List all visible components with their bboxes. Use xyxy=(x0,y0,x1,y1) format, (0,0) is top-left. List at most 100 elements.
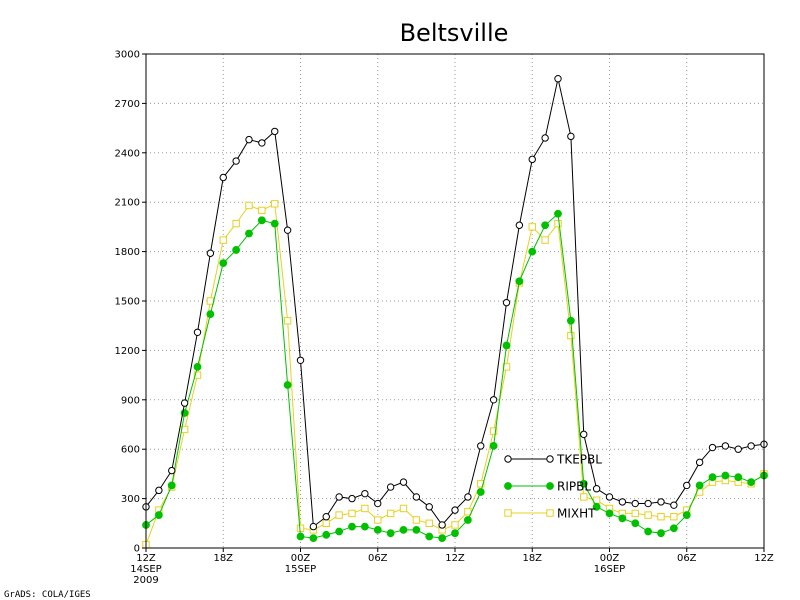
data-point xyxy=(257,216,266,225)
data-point xyxy=(219,259,228,268)
x-tick-date-label: 15SEP xyxy=(285,564,316,575)
data-point xyxy=(386,529,395,538)
x-tick-label: 12Z xyxy=(754,553,774,564)
data-point xyxy=(412,516,421,524)
x-tick-year-label: 2009 xyxy=(133,575,158,586)
y-axis: 0 300 600 900 1200 1500 1800 2100 2400 2700 3000 xyxy=(115,50,146,555)
x-tick-label: 00Z xyxy=(600,553,620,564)
data-point xyxy=(232,246,241,254)
data-point xyxy=(412,493,421,501)
y-tick-label: 1800 xyxy=(115,247,140,258)
data-point xyxy=(296,532,305,541)
data-point xyxy=(657,498,665,506)
data-point xyxy=(631,519,640,528)
data-point xyxy=(631,499,639,508)
data-point xyxy=(580,430,588,439)
data-point xyxy=(193,328,202,336)
data-point xyxy=(528,155,536,164)
x-tick-label: 12Z xyxy=(445,553,465,564)
data-point xyxy=(399,478,408,486)
x-tick-label: 18Z xyxy=(213,553,233,564)
data-point xyxy=(258,139,266,147)
legend-marker xyxy=(504,455,512,463)
legend-marker xyxy=(546,482,554,490)
data-point xyxy=(554,75,562,83)
data-point xyxy=(283,226,292,234)
data-point xyxy=(695,458,704,467)
data-point xyxy=(399,504,408,513)
data-point xyxy=(360,522,369,531)
data-point xyxy=(670,501,678,509)
data-point xyxy=(193,362,202,371)
data-point xyxy=(489,427,498,435)
data-point xyxy=(270,219,279,228)
data-point xyxy=(644,499,652,508)
data-point xyxy=(451,529,459,538)
legend-item: MIXHT xyxy=(504,507,596,521)
data-point xyxy=(348,494,356,503)
data-point xyxy=(515,277,524,286)
data-point xyxy=(554,209,562,218)
data-point xyxy=(592,502,601,511)
data-point xyxy=(477,442,485,450)
data-point xyxy=(476,488,485,496)
data-point xyxy=(464,508,472,516)
data-point xyxy=(747,478,756,487)
data-point xyxy=(232,219,240,228)
legend-marker xyxy=(546,455,554,463)
data-point xyxy=(425,503,433,511)
y-tick-label: 3000 xyxy=(115,50,140,61)
x-tick-date-label: 16SEP xyxy=(594,564,625,575)
x-tick-date-label: 14SEP xyxy=(130,564,161,575)
data-point xyxy=(515,221,524,229)
credit-text: GrADS: COLA/IGES xyxy=(4,590,91,600)
data-point xyxy=(258,206,266,215)
y-tick-label: 900 xyxy=(121,395,140,406)
legend-item: TKEPBL xyxy=(504,453,602,467)
data-point xyxy=(361,504,369,513)
legend-label: TKEPBL xyxy=(556,453,602,467)
data-point xyxy=(451,506,459,514)
data-point xyxy=(361,489,369,498)
data-point xyxy=(695,481,704,490)
data-point xyxy=(618,498,627,506)
data-point xyxy=(451,521,459,529)
data-point xyxy=(528,247,537,256)
series-tkepbl xyxy=(142,75,768,531)
x-tick-label: 06Z xyxy=(368,553,388,564)
data-point xyxy=(631,509,639,518)
data-point xyxy=(567,331,575,340)
data-point xyxy=(463,516,472,524)
data-point xyxy=(386,509,395,518)
x-tick-label: 12Z xyxy=(136,553,156,564)
x-tick-label: 18Z xyxy=(522,553,542,564)
data-point xyxy=(335,527,344,536)
data-point xyxy=(670,513,678,521)
y-tick-label: 1500 xyxy=(115,297,140,308)
data-point xyxy=(567,132,575,141)
data-point xyxy=(605,509,614,518)
data-point xyxy=(541,134,549,142)
data-point xyxy=(657,529,665,538)
data-point xyxy=(657,513,665,521)
data-point xyxy=(592,485,601,493)
data-point xyxy=(566,316,575,325)
data-point xyxy=(747,442,755,450)
data-point xyxy=(219,173,227,182)
data-point xyxy=(154,511,163,519)
data-point xyxy=(193,371,202,379)
legend-item: RIPBL xyxy=(504,480,591,494)
data-point xyxy=(374,499,382,508)
data-point xyxy=(477,480,485,488)
data-point xyxy=(155,486,163,495)
data-point xyxy=(168,466,176,475)
y-tick-label: 600 xyxy=(121,445,140,456)
legend-marker xyxy=(504,509,512,517)
data-point xyxy=(502,341,511,350)
legend-marker xyxy=(504,482,512,490)
data-point xyxy=(489,396,498,404)
legend-label: MIXHT xyxy=(557,507,596,521)
data-point xyxy=(373,525,382,534)
data-point xyxy=(618,514,627,523)
